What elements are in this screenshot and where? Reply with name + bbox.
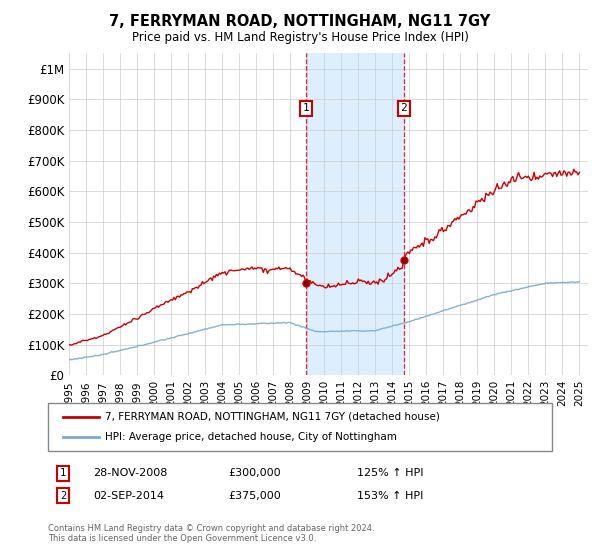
Text: 1: 1 bbox=[60, 468, 66, 478]
Text: £300,000: £300,000 bbox=[228, 468, 281, 478]
Text: Price paid vs. HM Land Registry's House Price Index (HPI): Price paid vs. HM Land Registry's House … bbox=[131, 31, 469, 44]
Text: 153% ↑ HPI: 153% ↑ HPI bbox=[357, 491, 424, 501]
Text: 7, FERRYMAN ROAD, NOTTINGHAM, NG11 7GY (detached house): 7, FERRYMAN ROAD, NOTTINGHAM, NG11 7GY (… bbox=[105, 412, 440, 422]
Text: 1: 1 bbox=[302, 104, 309, 113]
Text: Contains HM Land Registry data © Crown copyright and database right 2024.
This d: Contains HM Land Registry data © Crown c… bbox=[48, 524, 374, 543]
Text: £375,000: £375,000 bbox=[228, 491, 281, 501]
Text: 2: 2 bbox=[60, 491, 66, 501]
Text: 7, FERRYMAN ROAD, NOTTINGHAM, NG11 7GY: 7, FERRYMAN ROAD, NOTTINGHAM, NG11 7GY bbox=[109, 14, 491, 29]
Text: 28-NOV-2008: 28-NOV-2008 bbox=[93, 468, 167, 478]
Text: HPI: Average price, detached house, City of Nottingham: HPI: Average price, detached house, City… bbox=[105, 432, 397, 442]
Text: 02-SEP-2014: 02-SEP-2014 bbox=[93, 491, 164, 501]
Bar bbox=[306, 53, 404, 375]
Text: 125% ↑ HPI: 125% ↑ HPI bbox=[357, 468, 424, 478]
Text: 2: 2 bbox=[400, 104, 407, 113]
